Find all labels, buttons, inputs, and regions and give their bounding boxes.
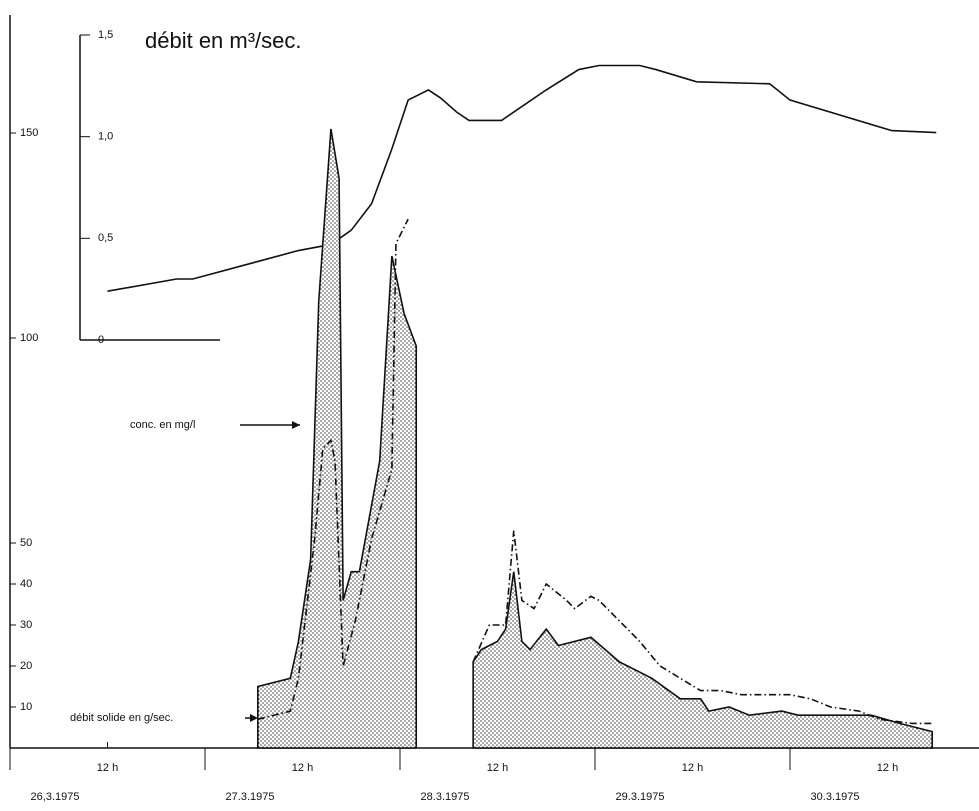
x-tick-label: 12 h <box>682 762 703 774</box>
line <box>107 64 937 292</box>
arrow-head <box>292 421 300 429</box>
area <box>257 128 933 749</box>
x-tick-label: 29.3.1975 <box>616 791 665 803</box>
x-tick-label: 12 h <box>877 762 898 774</box>
y2-tick-label: 0 <box>98 334 104 346</box>
y-tick-label: 20 <box>20 660 32 672</box>
x-tick-label: 30.3.1975 <box>811 791 860 803</box>
y-tick-label: 30 <box>20 619 32 631</box>
x-tick-label: 12 h <box>487 762 508 774</box>
annotation: conc. en mg/l <box>130 419 195 431</box>
x-tick-label: 27.3.1975 <box>226 791 275 803</box>
y-tick-label: 150 <box>20 127 38 139</box>
x-tick-label: 28.3.1975 <box>421 791 470 803</box>
x-tick-label: 12 h <box>97 762 118 774</box>
annotation: débit en m³/sec. <box>145 28 302 53</box>
arrow-head <box>250 714 258 722</box>
x-tick-label: 12 h <box>292 762 313 774</box>
y-tick-label: 10 <box>20 701 32 713</box>
annotation: débit solide en g/sec. <box>70 712 173 724</box>
y-tick-label: 40 <box>20 578 32 590</box>
y2-tick-label: 0,5 <box>98 232 113 244</box>
x-tick-label: 26,3.1975 <box>31 791 80 803</box>
y2-tick-label: 1,5 <box>98 29 113 41</box>
line <box>257 218 933 725</box>
y-tick-label: 100 <box>20 332 38 344</box>
y-tick-label: 50 <box>20 537 32 549</box>
y2-tick-label: 1,0 <box>98 131 113 143</box>
